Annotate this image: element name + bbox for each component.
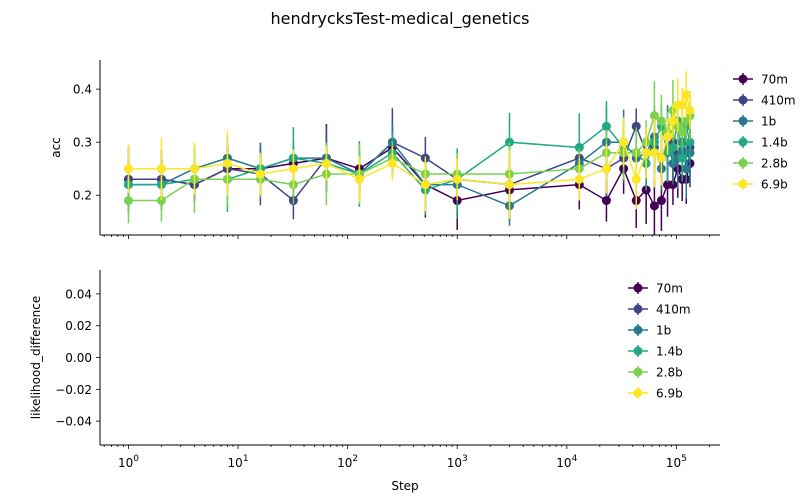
data-point xyxy=(189,164,199,174)
x-tick-label: 103 xyxy=(447,454,468,470)
data-point xyxy=(656,196,666,206)
data-point xyxy=(505,180,515,190)
x-tick-label: 104 xyxy=(556,454,577,470)
series-6.9b xyxy=(123,71,695,219)
y-axis-label: acc xyxy=(49,137,63,158)
data-point xyxy=(574,143,584,152)
data-point xyxy=(641,148,651,158)
data-point xyxy=(420,180,430,190)
data-point xyxy=(288,164,298,174)
legend-label: 410m xyxy=(656,303,691,317)
legend-marker xyxy=(738,137,748,147)
data-point xyxy=(123,164,133,174)
y-tick-label: 0.04 xyxy=(65,287,92,301)
data-point xyxy=(574,174,584,184)
data-point xyxy=(452,174,462,184)
legend-label: 1.4b xyxy=(761,136,788,150)
legend-label: 70m xyxy=(761,73,788,87)
data-point xyxy=(685,105,695,115)
y-tick-label: 0.4 xyxy=(73,83,92,97)
data-point xyxy=(321,158,331,168)
data-point xyxy=(681,164,691,174)
data-point xyxy=(677,100,687,110)
data-point xyxy=(601,196,611,206)
legend-marker xyxy=(633,283,643,293)
legend-marker xyxy=(633,304,643,314)
data-point xyxy=(668,180,678,190)
legend-marker xyxy=(738,179,748,189)
data-point xyxy=(649,201,659,211)
data-point xyxy=(601,121,611,131)
chart-title: hendrycksTest-medical_genetics xyxy=(271,9,530,29)
legend-label: 1b xyxy=(656,324,671,338)
data-point xyxy=(255,169,265,179)
data-point xyxy=(631,121,641,131)
data-point xyxy=(387,158,397,168)
legend-marker xyxy=(633,346,643,356)
data-point xyxy=(656,116,666,126)
data-point xyxy=(656,153,666,163)
data-point xyxy=(601,164,611,174)
data-point xyxy=(668,143,678,152)
y-tick-label: 0.00 xyxy=(65,351,92,365)
x-tick-label: 100 xyxy=(118,454,139,470)
data-point xyxy=(123,196,133,206)
data-point xyxy=(677,153,687,163)
data-point xyxy=(505,137,515,147)
y-tick-label: 0.3 xyxy=(73,136,92,150)
y-axis-label: likelihood_difference xyxy=(29,296,43,419)
y-tick-label: −0.02 xyxy=(55,383,92,397)
legend-label: 70m xyxy=(656,282,683,296)
data-point xyxy=(631,174,641,184)
legend-marker xyxy=(633,388,643,398)
legend-label: 6.9b xyxy=(656,387,683,401)
x-axis-label: Step xyxy=(391,479,418,493)
legend-label: 1.4b xyxy=(656,345,683,359)
data-point xyxy=(677,127,687,137)
legend-marker xyxy=(633,325,643,335)
data-point xyxy=(668,116,678,126)
data-point xyxy=(681,89,691,99)
legend-marker xyxy=(738,158,748,168)
legend-label: 2.8b xyxy=(761,157,788,171)
legend-label: 6.9b xyxy=(761,178,788,192)
y-tick-label: −0.04 xyxy=(55,415,92,429)
legend-label: 410m xyxy=(761,94,796,108)
legend-marker xyxy=(738,74,748,84)
y-tick-label: 0.02 xyxy=(65,319,92,333)
x-tick-label: 101 xyxy=(228,454,249,470)
data-point xyxy=(156,196,166,206)
data-point xyxy=(156,164,166,174)
data-point xyxy=(619,137,629,147)
data-point xyxy=(663,132,673,142)
legend-label: 2.8b xyxy=(656,366,683,380)
x-tick-label: 102 xyxy=(337,454,358,470)
likelihood-difference-panel: 100 101 102 103 104 105 −0.04 −0.02 0.00 0.02 0.04… xyxy=(29,270,720,493)
legend-marker xyxy=(738,95,748,105)
y-tick-label: 0.2 xyxy=(73,189,92,203)
data-point xyxy=(649,111,659,121)
data-point xyxy=(685,137,695,147)
legend-marker xyxy=(633,367,643,377)
x-tick-label: 105 xyxy=(666,454,687,470)
data-point xyxy=(354,174,364,184)
data-point xyxy=(649,148,659,158)
data-point xyxy=(222,158,232,168)
legend-label: 1b xyxy=(761,115,776,129)
legend-marker xyxy=(738,116,748,126)
accuracy-panel: 0.2 0.3 0.4 acc 70m 410m 1b 1.4b 2.8b 6.9b xyxy=(49,60,796,239)
